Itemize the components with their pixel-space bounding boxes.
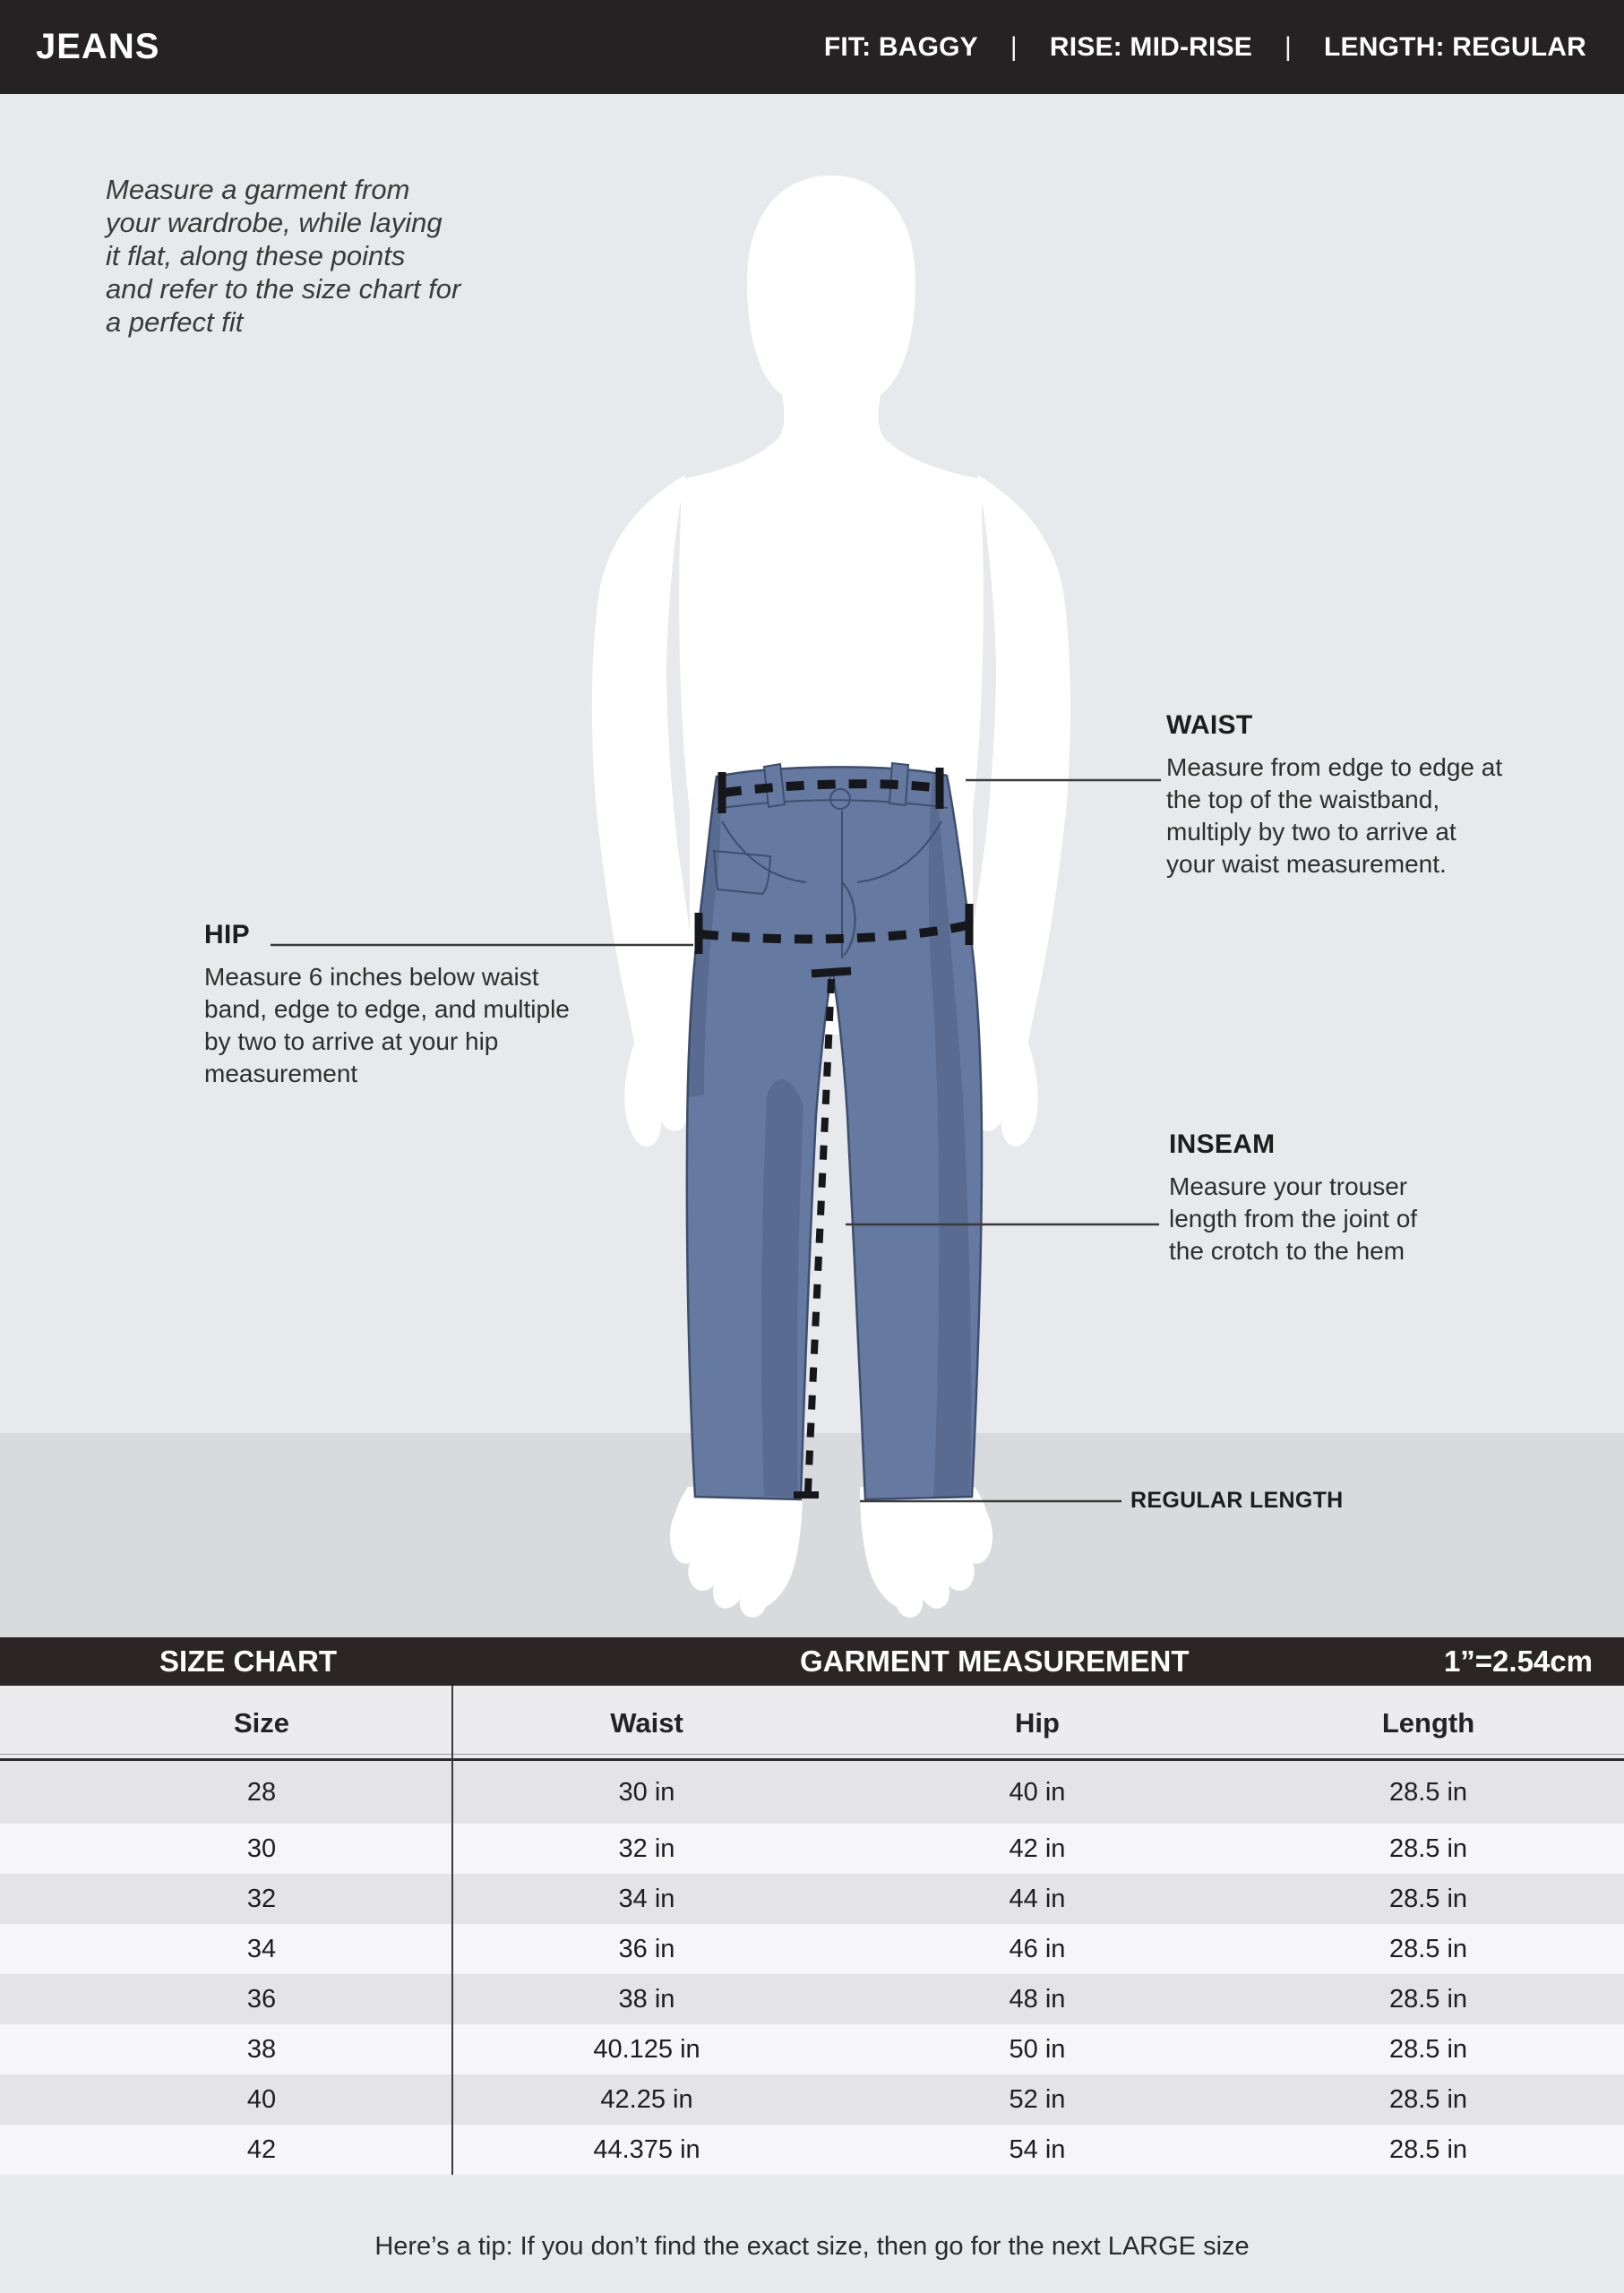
jeans-figure-illustration (271, 176, 1161, 1618)
waist-end-ticks (717, 768, 944, 813)
size-table-header-row: Size Waist Hip Length (0, 1686, 1624, 1761)
cell-length: 28.5 in (1388, 2134, 1468, 2164)
waist-callout-title: WAIST (1166, 710, 1253, 740)
cell-size: 38 (246, 2034, 277, 2064)
cell-waist: 42.25 in (600, 2084, 693, 2114)
cell-hip: 52 in (1009, 2084, 1066, 2114)
cell-hip: 48 in (1009, 1984, 1066, 2014)
waist-callout-text: Measure from edge to edge at the top of … (1166, 753, 1503, 878)
cell-hip: 54 in (1009, 2134, 1066, 2164)
cell-waist: 44.375 in (593, 2134, 700, 2164)
hip-dashed-line (700, 921, 969, 944)
cell-length: 28.5 in (1388, 1834, 1468, 1863)
attr-separator: | (1285, 31, 1293, 62)
cell-waist: 36 in (618, 1934, 675, 1963)
regular-length-label: REGULAR LENGTH (1130, 1488, 1344, 1513)
cell-length: 28.5 in (1388, 1777, 1468, 1807)
leader-lines (271, 778, 1161, 1503)
tip-bar: Here’s a tip: If you don’t find the exac… (0, 2175, 1624, 2293)
table-row: 28 30 in 40 in 28.5 in (0, 1761, 1624, 1824)
cell-size: 36 (246, 1984, 277, 2014)
cell-size: 28 (246, 1777, 277, 1807)
measurement-lines (694, 768, 974, 1499)
table-row: 40 42.25 in 52 in 28.5 in (0, 2074, 1624, 2125)
unit-conversion-label: 1”=2.54cm (1443, 1645, 1593, 1678)
column-header-length: Length (1381, 1707, 1475, 1739)
garment-measurement-label: GARMENT MEASUREMENT (800, 1645, 1190, 1678)
size-table: Size Waist Hip Length 28 30 in 40 in 28.… (0, 1686, 1624, 2175)
cell-waist: 40.125 in (593, 2034, 700, 2064)
garment-attributes: FIT: BAGGY | RISE: MID-RISE | LENGTH: RE… (824, 32, 1586, 63)
page-title: JEANS (36, 27, 160, 66)
cell-length: 28.5 in (1388, 2084, 1468, 2114)
size-chart-bar: SIZE CHART GARMENT MEASUREMENT 1”=2.54cm (0, 1637, 1624, 1686)
cell-waist: 32 in (618, 1834, 675, 1863)
cell-length: 28.5 in (1388, 1884, 1468, 1913)
cell-size: 32 (246, 1884, 277, 1913)
cell-size: 30 (246, 1834, 277, 1863)
inseam-callout: INSEAM Measure your trouser length from … (1169, 1129, 1509, 1267)
column-header-waist: Waist (610, 1707, 683, 1739)
size-chart-bar-title: SIZE CHART (159, 1645, 337, 1678)
inseam-callout-text: Measure your trouser length from the joi… (1169, 1172, 1418, 1265)
column-header-hip: Hip (1015, 1707, 1060, 1739)
jeans-illustration (685, 761, 984, 1501)
column-header-size: Size (233, 1707, 290, 1739)
cell-waist: 34 in (618, 1884, 675, 1913)
cell-size: 34 (246, 1934, 277, 1963)
cell-hip: 40 in (1009, 1777, 1066, 1807)
inseam-callout-title: INSEAM (1169, 1129, 1276, 1159)
attr-rise: RISE: MID-RISE (1049, 31, 1253, 62)
cell-waist: 38 in (618, 1984, 675, 2014)
header-bar: JEANS FIT: BAGGY | RISE: MID-RISE | LENG… (0, 0, 1624, 94)
inseam-dashed-line (804, 978, 835, 1492)
waist-callout: WAIST Measure from edge to edge at the t… (1166, 710, 1507, 880)
table-row: 42 44.375 in 54 in 28.5 in (0, 2125, 1624, 2175)
attr-fit: FIT: BAGGY (823, 31, 978, 62)
hip-callout-title: HIP (204, 920, 250, 949)
hip-end-ticks (694, 904, 974, 954)
cell-size: 42 (246, 2134, 277, 2164)
cell-hip: 46 in (1009, 1934, 1066, 1963)
table-row: 32 34 in 44 in 28.5 in (0, 1874, 1624, 1924)
cell-hip: 50 in (1009, 2034, 1066, 2064)
table-row: 34 36 in 46 in 28.5 in (0, 1924, 1624, 1974)
tip-text: Here’s a tip: If you don’t find the exac… (374, 2232, 1250, 2261)
attr-length: LENGTH: REGULAR (1324, 31, 1586, 62)
size-table-body: 28 30 in 40 in 28.5 in 30 32 in 42 in 28… (0, 1761, 1624, 2175)
table-row: 38 40.125 in 50 in 28.5 in (0, 2024, 1624, 2074)
measurement-diagram: Measure a garment from your wardrobe, wh… (0, 94, 1624, 1637)
attr-separator: | (1010, 31, 1018, 62)
cell-waist: 30 in (618, 1777, 675, 1807)
cell-hip: 44 in (1009, 1884, 1066, 1913)
hip-callout: HIP Measure 6 inches below waist band, e… (204, 920, 634, 1090)
cell-size: 40 (246, 2084, 277, 2114)
crotch-tick (811, 966, 852, 978)
table-row: 36 38 in 48 in 28.5 in (0, 1974, 1624, 2024)
intro-text: Measure a garment from your wardrobe, wh… (106, 174, 461, 338)
table-row: 30 32 in 42 in 28.5 in (0, 1824, 1624, 1874)
cell-length: 28.5 in (1388, 1934, 1468, 1963)
cell-length: 28.5 in (1388, 1984, 1468, 2014)
waist-dashed-line (723, 779, 940, 797)
size-column-divider (451, 1686, 453, 2175)
cell-length: 28.5 in (1388, 2034, 1468, 2064)
hip-callout-text: Measure 6 inches below waist band, edge … (204, 963, 570, 1087)
floor-band (0, 1433, 1624, 1637)
cell-hip: 42 in (1009, 1834, 1066, 1863)
